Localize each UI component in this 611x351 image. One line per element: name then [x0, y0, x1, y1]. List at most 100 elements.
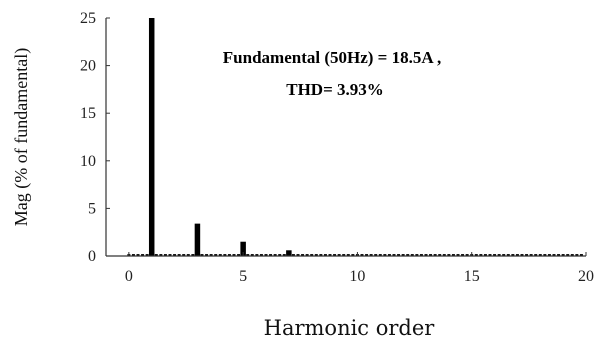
harmonic-bar-minor	[182, 254, 186, 256]
harmonic-bar	[286, 250, 292, 256]
y-tick-label: 0	[88, 248, 96, 265]
x-tick-label: 10	[349, 268, 365, 285]
harmonic-bar-minor	[543, 254, 547, 256]
harmonic-bar-minor	[419, 254, 423, 256]
harmonic-bar-minor	[520, 254, 524, 256]
harmonic-bar-minor	[561, 254, 565, 256]
harmonic-bar-minor	[479, 254, 483, 256]
harmonic-bar-minor	[131, 254, 135, 256]
x-tick-labels: 0 5 10 15 20	[125, 268, 594, 285]
harmonic-bar-minor	[442, 254, 446, 256]
harmonic-bar-minor	[447, 254, 451, 256]
y-tick-label: 5	[88, 200, 96, 217]
harmonic-bar-minor	[506, 254, 510, 256]
harmonic-bar-minor	[570, 254, 574, 256]
y-tick-label: 20	[80, 58, 96, 75]
harmonic-bar	[240, 241, 246, 256]
harmonic-bar-minor	[259, 254, 263, 256]
harmonic-bar-minor	[296, 254, 300, 256]
harmonic-bar-minor	[269, 254, 273, 256]
harmonic-bar-minor	[410, 254, 414, 256]
harmonic-bar-minor	[397, 254, 401, 256]
harmonic-bar-minor	[264, 254, 268, 256]
harmonic-bar-minor	[301, 254, 305, 256]
harmonic-bar-minor	[374, 254, 378, 256]
x-tick-label: 5	[239, 268, 247, 285]
harmonic-bar-minor	[456, 254, 460, 256]
x-tick-label: 15	[464, 268, 480, 285]
harmonic-bar-minor	[502, 254, 506, 256]
y-tick-label: 25	[80, 10, 96, 27]
harmonic-bar-minor	[429, 254, 433, 256]
harmonic-bar-minor	[342, 254, 346, 256]
x-tick-label: 20	[578, 268, 594, 285]
harmonic-bar-minor	[177, 254, 181, 256]
y-tick-labels: 0 5 10 15 20 25	[80, 10, 96, 265]
harmonic-bar-minor	[200, 254, 204, 256]
harmonic-bar-minor	[424, 254, 428, 256]
harmonic-bar-minor	[575, 254, 579, 256]
harmonic-bar-minor	[337, 254, 341, 256]
harmonic-bar-minor	[557, 254, 561, 256]
harmonic-bar-minor	[387, 254, 391, 256]
harmonic-bar-minor	[483, 254, 487, 256]
harmonic-bar-minor	[191, 254, 195, 256]
harmonic-bar-minor	[451, 254, 455, 256]
harmonic-bar-minor	[401, 254, 405, 256]
harmonic-bar-minor	[186, 254, 190, 256]
harmonic-bar-minor	[351, 254, 355, 256]
harmonic-bar-minor	[159, 254, 163, 256]
harmonic-bar-minor	[497, 254, 501, 256]
y-axis-title: Mag (% of fundamental)	[11, 48, 32, 226]
harmonic-bar-minor	[534, 254, 538, 256]
harmonic-bar-minor	[360, 254, 364, 256]
harmonic-bar-minor	[323, 254, 327, 256]
harmonic-bar-minor	[310, 254, 314, 256]
harmonic-bar-minor	[579, 254, 583, 256]
harmonic-bar-minor	[305, 254, 309, 256]
harmonic-bar-minor	[205, 254, 209, 256]
harmonic-bar-minor	[218, 254, 222, 256]
harmonic-bar-minor	[168, 254, 172, 256]
annotation-fundamental: Fundamental (50Hz) = 18.5A ,	[223, 48, 441, 67]
harmonic-bar-minor	[214, 254, 218, 256]
harmonic-bar-minor	[525, 254, 529, 256]
bar-series	[127, 18, 583, 256]
harmonic-bar-minor	[163, 254, 167, 256]
harmonic-bar-minor	[136, 254, 140, 256]
harmonic-bar-minor	[552, 254, 556, 256]
harmonic-bar-minor	[278, 254, 282, 256]
axes-frame	[105, 17, 587, 257]
harmonic-bar-minor	[488, 254, 492, 256]
harmonic-bar-minor	[223, 254, 227, 256]
harmonic-bar-minor	[333, 254, 337, 256]
y-tick-label: 15	[80, 105, 96, 122]
harmonic-bar-minor	[438, 254, 442, 256]
harmonic-bar	[194, 223, 201, 256]
plot-area	[106, 18, 586, 256]
harmonic-bar-minor	[246, 254, 250, 256]
harmonic-bar-minor	[328, 254, 332, 256]
harmonic-bar-minor	[250, 254, 254, 256]
harmonic-bar-minor	[433, 254, 437, 256]
harmonic-bar-minor	[173, 254, 177, 256]
harmonic-bar-minor	[314, 254, 318, 256]
x-axis-title: Harmonic order	[264, 316, 436, 340]
harmonic-bar-minor	[369, 254, 373, 256]
harmonic-bar-minor	[511, 254, 515, 256]
harmonic-bar-minor	[319, 254, 323, 256]
harmonic-bar-minor	[406, 254, 410, 256]
harmonic-bar-minor	[282, 254, 286, 256]
harmonic-bar-minor	[237, 254, 241, 256]
harmonic-bar-minor	[493, 254, 497, 256]
harmonic-bar-minor	[141, 254, 145, 256]
harmonic-bar-minor	[415, 254, 419, 256]
harmonic-bar-minor	[291, 254, 295, 256]
harmonic-bar-minor	[154, 254, 158, 256]
harmonic-bar-minor	[566, 254, 570, 256]
harmonic-bar-minor	[515, 254, 519, 256]
harmonic-bar-minor	[255, 254, 259, 256]
harmonic-bar	[148, 18, 155, 256]
harmonic-bar-minor	[538, 254, 542, 256]
